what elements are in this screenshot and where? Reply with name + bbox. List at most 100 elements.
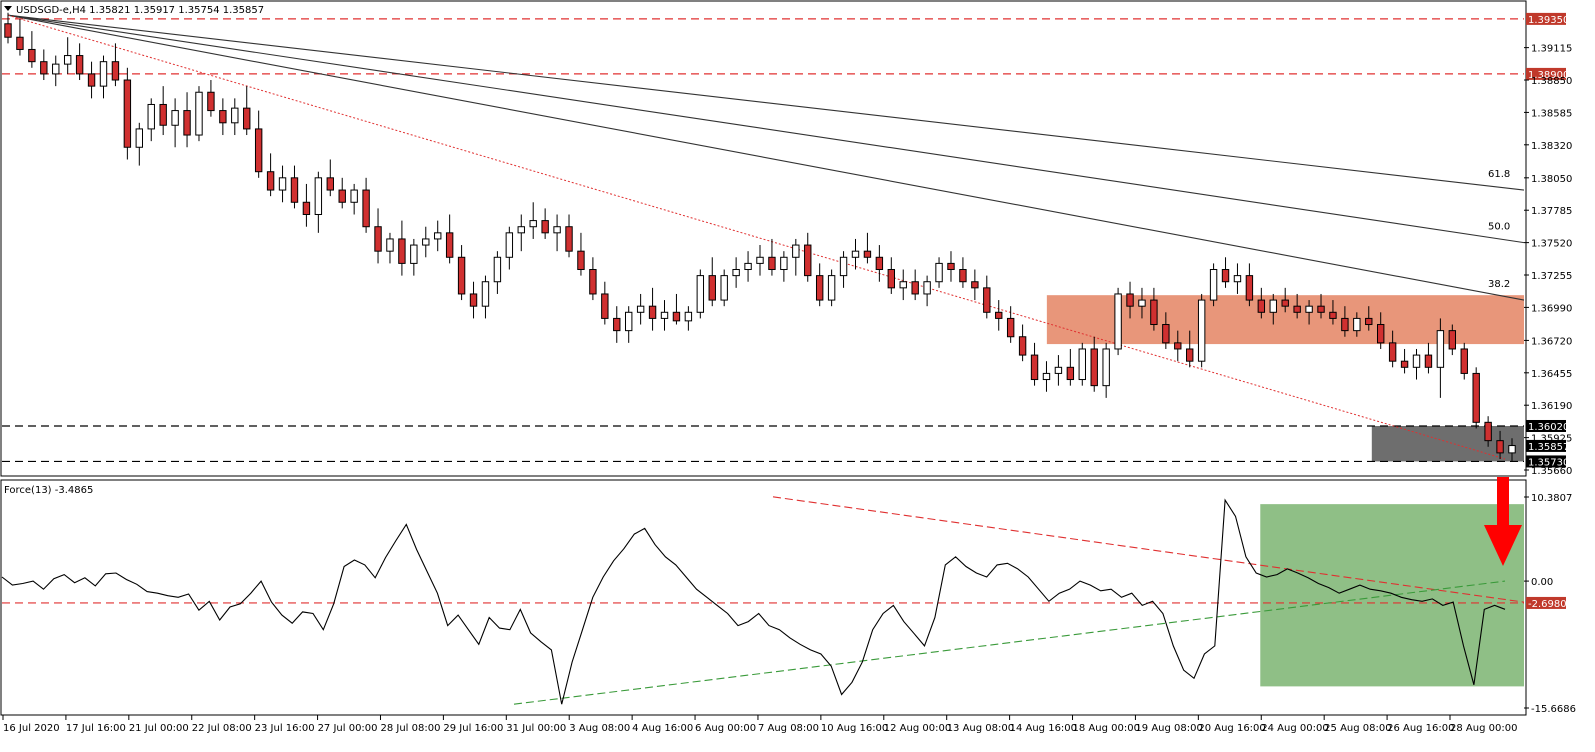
candle-120 xyxy=(1436,318,1445,398)
time-tick-label-21: 25 Aug 08:00 xyxy=(1324,723,1391,734)
time-tick-label-2: 21 Jul 00:00 xyxy=(129,723,189,734)
candle-body-76 xyxy=(911,281,919,295)
candle-47 xyxy=(565,214,573,258)
candle-body-81 xyxy=(971,281,979,289)
force-tick-label-1: 0.00 xyxy=(1531,577,1553,588)
candle-body-21 xyxy=(254,128,263,173)
price-panel[interactable]: 61.8 50.0 38.2 USDSGD-e,H4 1.35821 1.35917… xyxy=(0,0,1527,477)
candle-body-7 xyxy=(87,73,96,87)
candle-body-70 xyxy=(839,256,848,277)
candle-body-75 xyxy=(899,281,907,289)
candle-122 xyxy=(1460,342,1468,380)
candle-body-116 xyxy=(1388,342,1397,362)
candle-body-30 xyxy=(362,189,370,228)
candle-79 xyxy=(947,251,955,282)
candle-71 xyxy=(851,238,860,270)
force-axis: -2.6980 10.3807 0.00 -15.6686 xyxy=(1524,493,1576,715)
candle-body-125 xyxy=(1496,440,1504,454)
candle-31 xyxy=(374,208,382,264)
candle-body-36 xyxy=(434,232,442,240)
candle-body-4 xyxy=(52,63,60,75)
candle-body-6 xyxy=(75,55,84,75)
candle-34 xyxy=(410,238,418,276)
candle-92 xyxy=(1102,342,1110,398)
candle-body-120 xyxy=(1436,330,1445,368)
candle-body-89 xyxy=(1066,366,1075,381)
candle-113 xyxy=(1353,312,1361,337)
price-tick-label-9: 1.36720 xyxy=(1531,336,1572,347)
candle-52 xyxy=(624,306,633,343)
candle-49 xyxy=(589,257,597,301)
candle-body-5 xyxy=(63,55,72,65)
candle-body-17 xyxy=(207,91,215,112)
candle-114 xyxy=(1365,306,1373,331)
candle-32 xyxy=(386,232,394,264)
candle-body-18 xyxy=(219,110,227,124)
time-tick-label-5: 27 Jul 00:00 xyxy=(318,723,378,734)
price-tick-label-4: 1.38050 xyxy=(1531,174,1572,185)
force-zone xyxy=(1260,504,1524,687)
candle-body-53 xyxy=(636,305,645,313)
candle-body-52 xyxy=(624,311,633,332)
candle-body-51 xyxy=(613,317,621,332)
candle-body-29 xyxy=(350,189,358,203)
candle-body-33 xyxy=(398,238,406,264)
candle-body-72 xyxy=(863,250,872,258)
level-tag-3 xyxy=(1526,455,1566,468)
candle-10 xyxy=(123,67,132,160)
candle-38 xyxy=(457,245,466,301)
candle-body-32 xyxy=(386,238,394,252)
candle-body-31 xyxy=(374,226,382,252)
candle-33 xyxy=(398,220,406,276)
candle-23 xyxy=(278,165,287,203)
candle-28 xyxy=(338,177,346,209)
candle-42 xyxy=(505,226,514,270)
candle-1 xyxy=(16,18,24,56)
candle-116 xyxy=(1388,330,1397,368)
candle-26 xyxy=(314,171,323,233)
candle-body-19 xyxy=(231,107,239,124)
price-tick-label-11: 1.36190 xyxy=(1531,401,1572,412)
candle-body-102 xyxy=(1221,269,1230,283)
candle-3 xyxy=(40,49,48,81)
downtrend-line xyxy=(7,14,1506,460)
candle-59 xyxy=(708,257,716,307)
candle-7 xyxy=(87,61,96,99)
candle-37 xyxy=(445,214,454,264)
candle-65 xyxy=(780,251,788,282)
price-tick-label-12: 1.35925 xyxy=(1531,434,1572,445)
candle-body-54 xyxy=(648,305,657,319)
force-green-trendline xyxy=(513,580,1506,705)
candle-body-73 xyxy=(875,256,884,271)
candle-72 xyxy=(863,232,872,264)
downtrend-line-path xyxy=(7,14,1506,460)
candle-body-110 xyxy=(1317,305,1325,313)
candle-88 xyxy=(1054,355,1063,386)
candle-body-50 xyxy=(601,293,609,319)
candle-57 xyxy=(684,306,693,331)
time-tick-label-1: 17 Jul 16:00 xyxy=(66,723,126,734)
candle-body-35 xyxy=(422,238,430,246)
collapse-triangle-icon[interactable] xyxy=(4,6,12,11)
force-line xyxy=(1,498,1506,705)
candle-body-1 xyxy=(16,36,24,50)
candle-18 xyxy=(219,98,227,136)
candle-22 xyxy=(266,153,275,197)
candle-58 xyxy=(696,269,705,319)
indicator-panel[interactable]: Force(13) -3.4865 xyxy=(0,479,1527,716)
candle-body-122 xyxy=(1460,348,1468,374)
level-label-3: 1.35730 xyxy=(1528,457,1569,468)
candle-63 xyxy=(756,245,764,276)
level-label-1: 1.38900 xyxy=(1528,70,1569,81)
fib-fan-label-0: 61.8 xyxy=(1488,169,1510,180)
price-panel-frame xyxy=(0,0,1527,477)
candle-body-90 xyxy=(1078,348,1086,381)
time-tick-label-12: 7 Aug 08:00 xyxy=(758,723,819,734)
candle-body-64 xyxy=(768,256,776,271)
candle-body-12 xyxy=(147,103,155,130)
force-level-tag-0 xyxy=(1526,596,1566,609)
candle-body-123 xyxy=(1472,372,1480,423)
candle-60 xyxy=(720,269,728,307)
candle-body-11 xyxy=(135,128,144,148)
candle-body-83 xyxy=(995,311,1003,319)
